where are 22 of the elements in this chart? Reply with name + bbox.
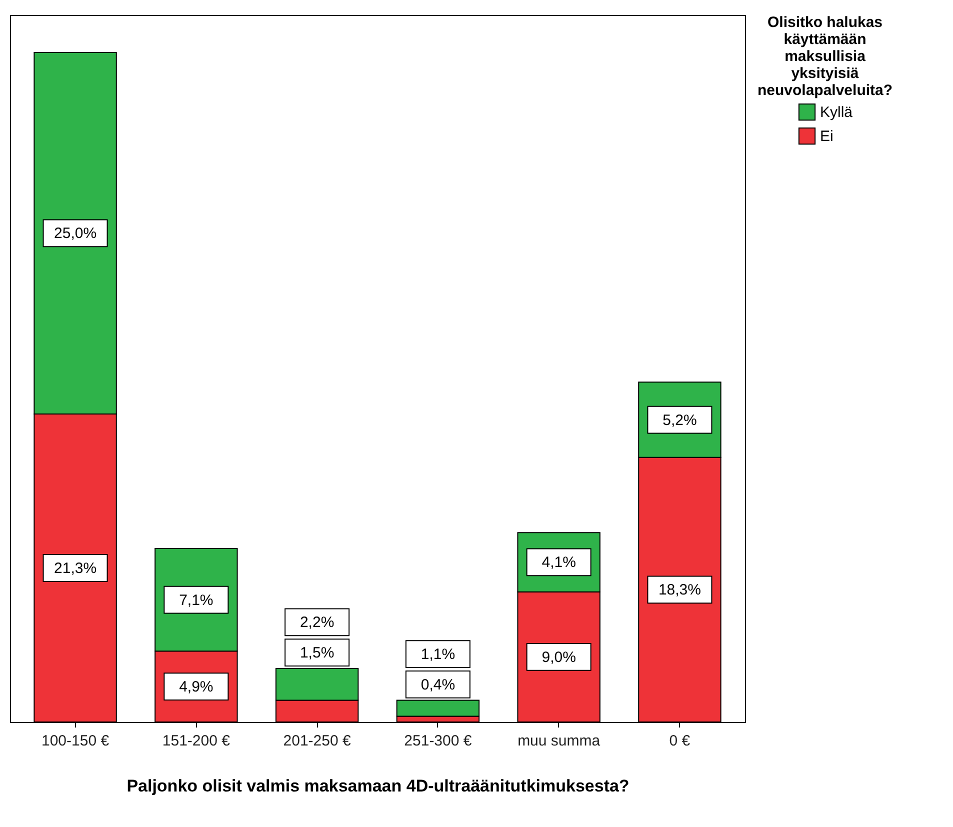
x-tick-label: 151-200 € [162,732,231,750]
data-label: 18,3% [658,582,701,599]
data-label: 0,4% [420,676,456,694]
data-label: 1,1% [420,646,456,664]
legend-title: Olisitko halukas käyttämään maksullisia yksityisiä neuvolapalveluita? [757,14,893,99]
data-label: 7,1% [179,592,214,609]
x-tick-label: muu summa [518,732,601,750]
data-label: 4,1% [542,554,576,572]
data-label: 21,3% [54,560,97,577]
x-tick-label: 100-150 € [42,732,110,750]
x-tick-label: 0 € [669,732,691,750]
legend-label: Kyllä [820,104,854,121]
x-tick-label: 201-250 € [283,732,352,750]
data-label: 2,2% [300,614,334,632]
data-label: 1,5% [300,644,334,662]
legend-label: Ei [820,128,834,145]
data-label: 5,2% [662,412,697,429]
x-tick-label: 251-300 € [404,732,472,750]
data-label: 9,0% [542,648,576,666]
data-label: 25,0% [54,225,97,242]
data-label: 4,9% [179,678,214,696]
x-axis-title: Paljonko olisit valmis maksamaan 4D-ultraäänitutkimuksesta? [126,776,630,796]
